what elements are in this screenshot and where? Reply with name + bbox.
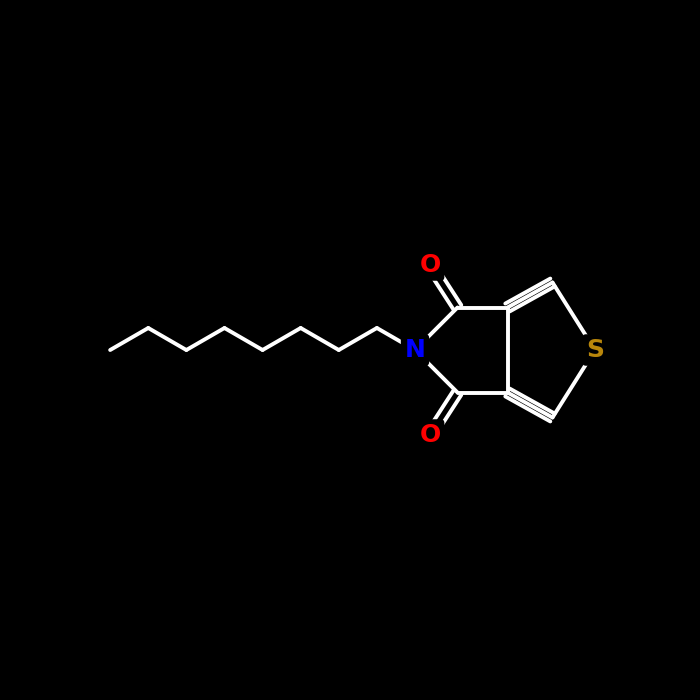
Text: S: S — [586, 338, 604, 362]
Text: N: N — [405, 338, 426, 362]
Text: O: O — [419, 423, 440, 447]
Text: O: O — [419, 253, 440, 277]
